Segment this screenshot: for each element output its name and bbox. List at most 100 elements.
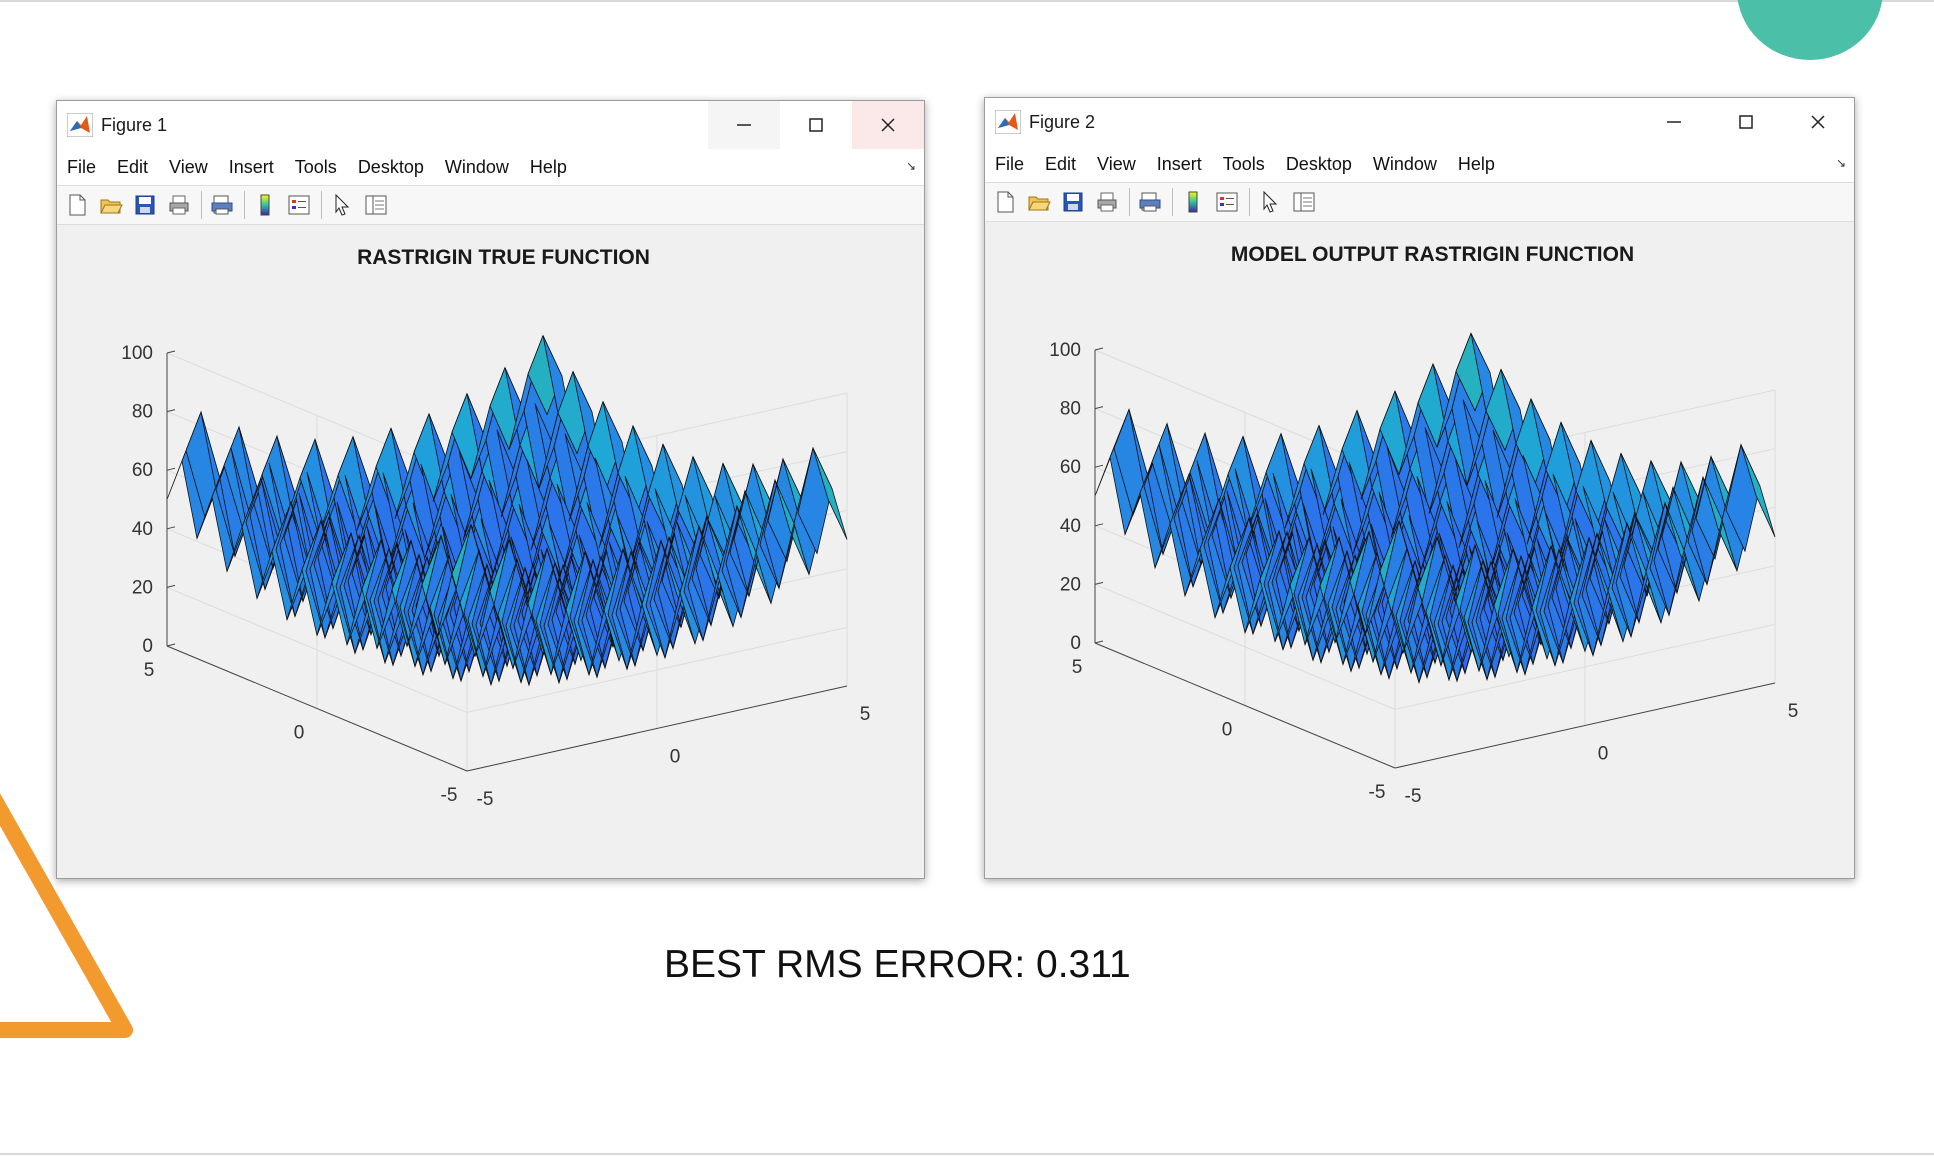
print-button[interactable] <box>165 191 193 219</box>
menu-help[interactable]: Help <box>529 156 567 177</box>
open-folder-button[interactable] <box>1025 188 1053 216</box>
x-tick-label: -5 <box>1405 786 1422 807</box>
print-icon <box>169 195 189 215</box>
slide-bottom-border <box>0 1153 1934 1155</box>
menu-edit[interactable]: Edit <box>1045 153 1077 174</box>
print-preview-icon <box>1139 192 1161 212</box>
colorbar-button[interactable] <box>251 191 279 219</box>
menubar: File Edit View Insert Tools Desktop Wind… <box>985 146 1854 182</box>
menubar: File Edit View Insert Tools Desktop Wind… <box>57 149 924 185</box>
x-tick-label: 5 <box>1788 701 1799 722</box>
surface <box>166 334 848 687</box>
save-icon <box>1063 192 1083 212</box>
x-tick-label: 0 <box>1598 744 1609 765</box>
close-icon <box>1811 115 1825 129</box>
property-editor-icon <box>365 195 387 215</box>
print-preview-button[interactable] <box>208 191 236 219</box>
legend-button[interactable] <box>285 191 313 219</box>
menu-window[interactable]: Window <box>444 156 509 177</box>
figure-window-1: Figure 1 File Edit View Insert Tools Des… <box>56 100 925 879</box>
menu-file[interactable]: File <box>67 156 97 177</box>
menu-window[interactable]: Window <box>1372 153 1437 174</box>
surface-patch <box>1740 444 1776 538</box>
minimize-icon <box>737 124 751 126</box>
surface-patch <box>812 447 848 540</box>
legend-button[interactable] <box>1213 188 1241 216</box>
pointer-button[interactable] <box>328 191 356 219</box>
menu-help[interactable]: Help <box>1457 153 1495 174</box>
colorbar-button[interactable] <box>1179 188 1207 216</box>
print-button[interactable] <box>1093 188 1121 216</box>
pointer-button[interactable] <box>1256 188 1284 216</box>
window-title: Figure 1 <box>101 114 168 135</box>
print-preview-button[interactable] <box>1136 188 1164 216</box>
y-tick-label: -5 <box>1369 782 1386 803</box>
y-tick-label: 5 <box>144 660 155 681</box>
dock-arrow-icon[interactable]: ↘ <box>1835 156 1846 170</box>
matlab-icon <box>995 110 1021 134</box>
menu-desktop[interactable]: Desktop <box>1285 153 1352 174</box>
z-tick <box>166 467 176 471</box>
slide-top-border <box>0 0 1934 2</box>
minimize-icon <box>1667 121 1681 123</box>
z-tick-label: 20 <box>1060 574 1081 595</box>
z-tick <box>1094 581 1104 585</box>
z-tick-label: 0 <box>1070 633 1081 654</box>
property-editor-button[interactable] <box>362 191 390 219</box>
new-file-button[interactable] <box>63 191 91 219</box>
legend-icon <box>288 195 310 215</box>
z-tick <box>166 526 176 530</box>
surface-plot[interactable]: RASTRIGIN TRUE FUNCTION 0 20 40 60 80 100 5 0 -5-… <box>57 226 925 879</box>
menu-insert[interactable]: Insert <box>1156 153 1202 174</box>
print-icon <box>1097 192 1117 212</box>
plot-area: RASTRIGIN TRUE FUNCTION 0 20 40 60 80 100 5 0 -5-… <box>57 226 924 878</box>
open-folder-button[interactable] <box>97 191 125 219</box>
menu-tools[interactable]: Tools <box>1222 153 1265 174</box>
decorative-triangle <box>0 793 133 1038</box>
new-file-button[interactable] <box>991 188 1019 216</box>
x-tick-label: 5 <box>860 704 871 725</box>
open-folder-icon <box>100 199 123 214</box>
maximize-button[interactable] <box>780 101 852 149</box>
y-tick-label: 5 <box>1072 657 1083 678</box>
close-button[interactable] <box>852 101 924 149</box>
menu-desktop[interactable]: Desktop <box>357 156 424 177</box>
minimize-button[interactable] <box>1638 98 1710 146</box>
print-preview-icon <box>211 195 233 215</box>
menu-view[interactable]: View <box>169 156 208 177</box>
toolbar-separator <box>244 191 245 219</box>
z-tick <box>166 584 176 588</box>
y-tick-label: 0 <box>294 723 305 744</box>
plot-area: MODEL OUTPUT RASTRIGIN FUNCTION 0 20 40 60 80… <box>985 223 1854 878</box>
toolbar-separator <box>201 191 202 219</box>
z-tick-label: 0 <box>142 636 153 657</box>
menu-view[interactable]: View <box>1097 153 1136 174</box>
legend-icon <box>1216 192 1238 212</box>
x-tick-label: 0 <box>670 747 681 768</box>
z-tick-label: 20 <box>132 577 153 598</box>
toolbar-separator <box>1249 188 1250 216</box>
menu-insert[interactable]: Insert <box>228 156 274 177</box>
menu-file[interactable]: File <box>995 153 1025 174</box>
plot-title: RASTRIGIN TRUE FUNCTION <box>357 246 650 269</box>
axes: 0 20 40 60 80 100 5 0 -5 -5 0 5 <box>1049 340 1798 807</box>
z-tick <box>166 409 176 413</box>
y-axis-line <box>166 645 468 772</box>
dock-arrow-icon[interactable]: ↘ <box>905 159 916 173</box>
save-button[interactable] <box>1059 188 1087 216</box>
toolbar-separator <box>321 191 322 219</box>
y-tick-label: -5 <box>441 785 458 806</box>
surface-plot[interactable]: MODEL OUTPUT RASTRIGIN FUNCTION 0 20 40 60 80… <box>985 223 1855 879</box>
save-button[interactable] <box>131 191 159 219</box>
menu-tools[interactable]: Tools <box>294 156 337 177</box>
axes: 0 20 40 60 80 100 5 0 -5 -5 0 5 <box>121 343 870 810</box>
menu-edit[interactable]: Edit <box>117 156 149 177</box>
z-tick <box>1094 406 1104 410</box>
matlab-icon <box>67 113 93 137</box>
minimize-button[interactable] <box>708 101 780 149</box>
maximize-button[interactable] <box>1710 98 1782 146</box>
z-tick-label: 100 <box>1049 340 1081 361</box>
z-tick <box>1094 640 1104 644</box>
close-button[interactable] <box>1782 98 1854 146</box>
property-editor-button[interactable] <box>1290 188 1318 216</box>
